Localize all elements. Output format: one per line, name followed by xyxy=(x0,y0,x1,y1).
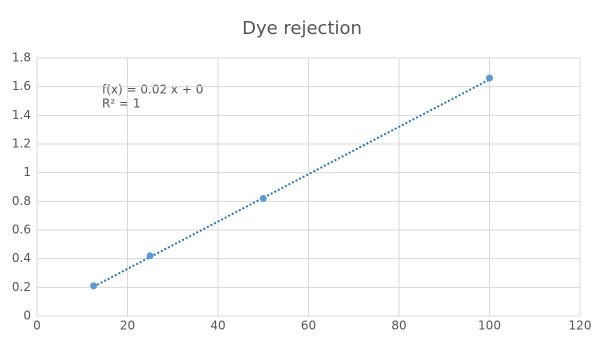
x-tick-label: 40 xyxy=(210,319,225,333)
y-tick-label: 0.8 xyxy=(12,194,31,208)
x-tick-label: 0 xyxy=(33,319,41,333)
x-tick-label: 20 xyxy=(120,319,135,333)
grid xyxy=(36,57,581,317)
y-tick-label: 1.4 xyxy=(12,108,31,122)
trendline xyxy=(93,78,490,288)
x-tick-label: 120 xyxy=(569,319,592,333)
data-point xyxy=(90,282,98,290)
trendline-equation: f(x) = 0.02 x + 0 xyxy=(102,83,203,97)
y-tick-label: 1.6 xyxy=(12,79,31,93)
x-tick-label: 100 xyxy=(478,319,501,333)
chart-title: Dye rejection xyxy=(242,18,362,39)
y-tick-label: 0 xyxy=(23,309,31,323)
y-tick-label: 0.4 xyxy=(12,251,31,265)
data-point xyxy=(486,74,493,82)
y-tick-label: 0.2 xyxy=(12,280,31,294)
x-tick-label: 60 xyxy=(301,319,316,333)
data-point xyxy=(259,194,267,202)
y-tick-label: 1.2 xyxy=(12,137,31,151)
data-point xyxy=(146,252,154,260)
y-tick-label: 1 xyxy=(23,165,31,179)
trendline-r-squared: R² = 1 xyxy=(102,97,140,111)
x-tick-label: 80 xyxy=(391,319,406,333)
y-tick-label: 0.6 xyxy=(12,223,31,237)
y-tick-label: 1.8 xyxy=(12,51,31,65)
